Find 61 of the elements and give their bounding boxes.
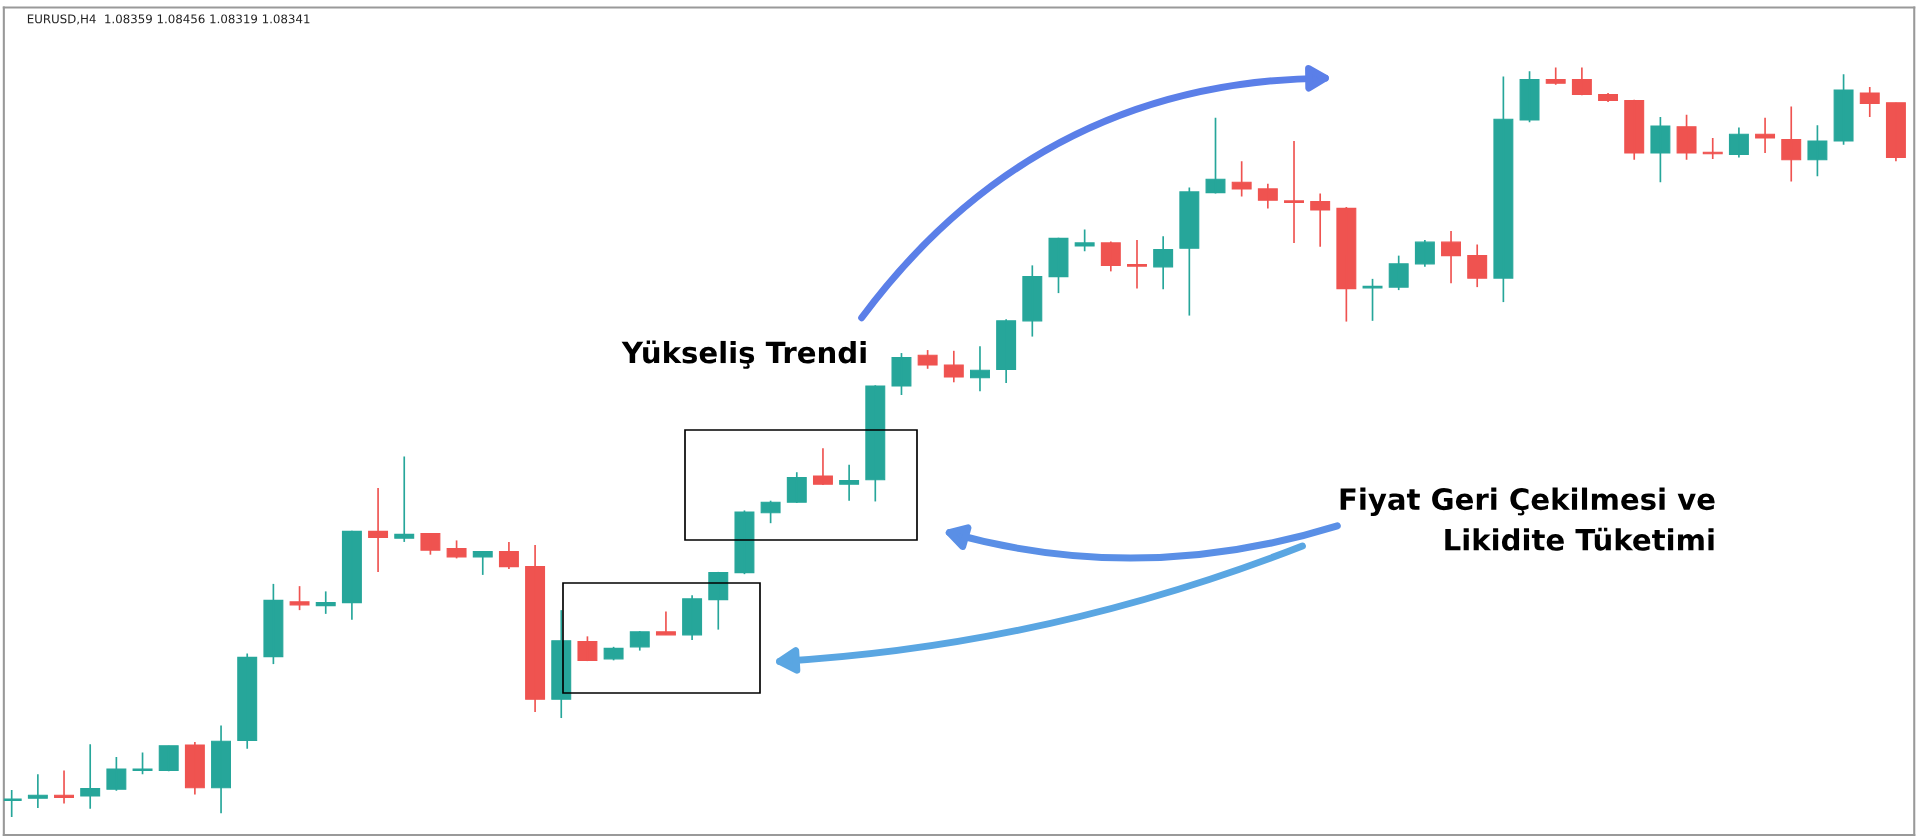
candlestick [1519,70,1540,124]
candlestick [1336,206,1357,323]
candlestick [472,550,493,576]
candlestick [1284,140,1304,244]
candlestick [734,509,755,575]
candlestick [263,583,284,665]
candlestick [760,499,781,525]
candlestick [891,352,912,396]
candlestick [996,318,1017,384]
candlestick [341,529,362,621]
candlestick [1493,75,1514,303]
candlestick [1650,116,1671,184]
candlestick [1859,86,1880,118]
candlestick [525,544,546,713]
annotation: Yükseliş Trendi [621,340,866,369]
annotation: Fiyat Geri Çekilmesi ve Likidite Tüketimi [1340,487,1715,551]
candlestick [1388,254,1409,291]
candlestick [1571,66,1592,97]
chart-title: EURUSD,H4 1.08359 1.08456 1.08319 1.08341 [27,14,310,25]
candlestick [1153,235,1174,291]
candlestick [1231,160,1252,198]
candlestick [1100,240,1121,273]
candlestick [917,349,938,370]
candlestick [682,594,703,641]
candlestick [1179,186,1200,317]
candlestick [1807,124,1828,178]
candlestick [1205,116,1226,195]
candlestick [289,585,310,611]
candlestick [786,471,807,504]
candlestick [394,455,415,543]
candlestick [1885,101,1906,163]
candlestick [3,789,22,818]
candlestick [106,756,127,792]
candlestick [655,610,676,636]
candlestick [1074,228,1095,252]
candlestick [1310,192,1331,248]
candlestick [237,652,258,750]
candlestick [1467,243,1488,288]
candlestick [498,541,519,570]
candlestick [1127,239,1147,290]
candlestick [80,743,101,810]
candlestick [839,463,860,502]
candlestick [629,630,650,652]
candlestick [1624,98,1645,161]
candlestick [943,349,964,384]
candlestick [158,744,179,773]
candlestick [577,635,598,662]
candlestick [184,741,205,796]
candlestick [1755,116,1776,154]
candlestick [1257,182,1278,210]
candlestick [1676,113,1697,161]
candlestick [812,447,833,486]
candlestick [1441,230,1462,285]
candlestick [1414,239,1435,268]
candlestick [420,532,441,556]
candlestick [1048,236,1069,294]
candlestick [1362,278,1383,322]
candlestick [1545,66,1566,86]
candlestick [1833,73,1854,146]
candlestick [132,751,153,776]
candlestick [1022,264,1043,338]
